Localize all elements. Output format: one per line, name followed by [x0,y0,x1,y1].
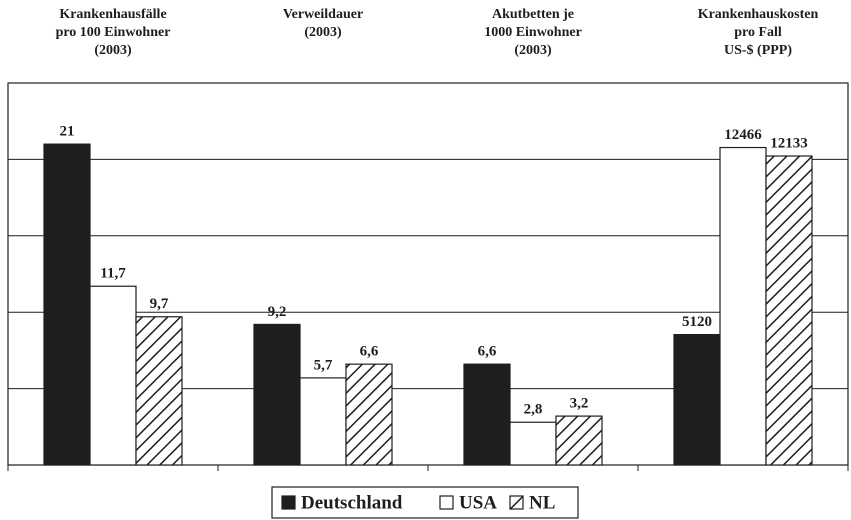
value-label: 5,7 [314,357,333,373]
bar [673,334,721,466]
legend-label: USA [459,492,497,513]
bar [135,316,183,466]
value-label: 21 [60,124,75,140]
group-title: Akutbetten je [492,7,574,22]
group-title: pro 100 Einwohner [56,25,171,40]
legend-swatch [509,495,524,510]
value-label: 6,6 [360,344,379,360]
bar [719,146,767,466]
legend-box [271,486,579,519]
value-label: 2,8 [524,402,543,418]
bar [463,363,511,466]
value-label: 3,2 [570,396,589,412]
legend-swatch [281,495,296,510]
group-title: Verweildauer [283,7,363,22]
value-label: 11,7 [100,266,126,282]
value-label: 12133 [770,135,808,151]
group-title: 1000 Einwohner [484,25,582,40]
legend-swatch [439,495,454,510]
group-title: pro Fall [734,25,782,40]
group-title: Krankenhausfälle [59,7,166,22]
bar [43,143,91,466]
group-title: (2003) [304,25,342,40]
bar [509,421,557,466]
bar [345,363,393,466]
value-label: 9,7 [150,296,169,312]
bar [253,323,301,466]
bar [555,415,603,466]
bar [765,155,813,466]
legend-label: Deutschland [301,492,403,513]
bar [89,285,137,466]
group-title: US-$ (PPP) [724,43,792,58]
bar [299,377,347,466]
value-label: 12466 [724,127,762,143]
group-title: (2003) [94,43,132,58]
value-label: 9,2 [268,304,287,320]
value-label: 5120 [682,314,712,330]
value-label: 6,6 [478,344,497,360]
legend-label: NL [529,492,555,513]
group-title: (2003) [514,43,552,58]
group-title: Krankenhauskosten [698,7,819,22]
